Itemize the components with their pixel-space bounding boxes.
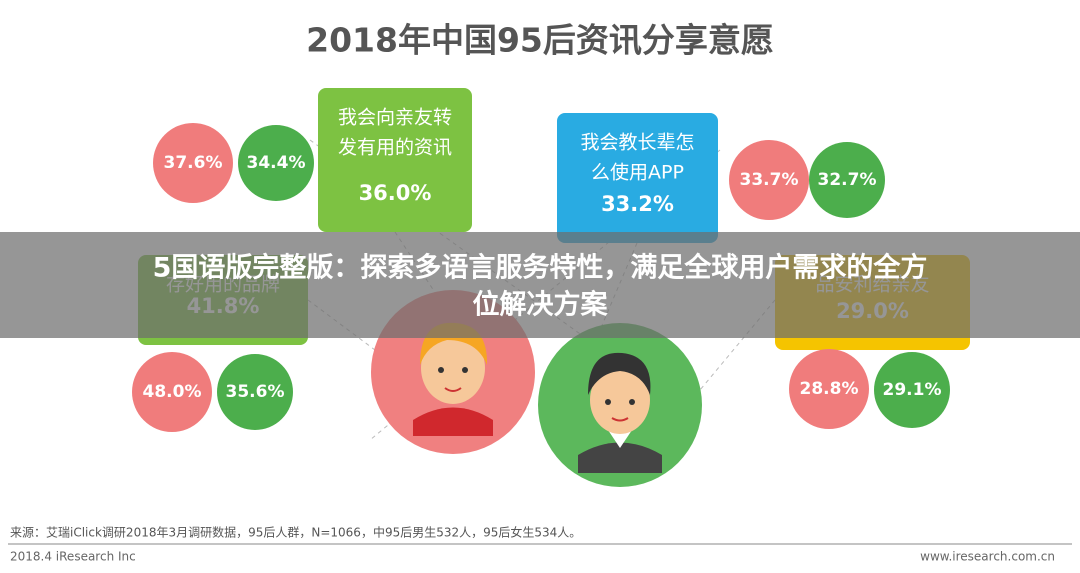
male-circle: [238, 125, 314, 201]
male-value: 29.1%: [883, 380, 942, 400]
option-label: 我会向亲友转: [338, 107, 452, 129]
option-value: 36.0%: [359, 181, 432, 205]
option-box: [318, 88, 472, 232]
option-label: 么使用APP: [591, 162, 684, 184]
option-box: [557, 113, 718, 243]
banner: [0, 232, 1080, 338]
male-circle: [217, 354, 293, 430]
source: 来源：艾瑞iClick调研2018年3月调研数据，95后人群，N=1066，中9…: [10, 525, 581, 540]
female-circle: [789, 349, 869, 429]
title: 2018年中国95后资讯分享意愿: [306, 21, 774, 60]
female-circle: [153, 123, 233, 203]
male-value: 32.7%: [818, 170, 877, 190]
male-circle: [809, 142, 885, 218]
female-value: 28.8%: [800, 379, 859, 399]
male-circle: [874, 352, 950, 428]
option-value: 33.2%: [601, 192, 674, 216]
footer-left: 2018.4 iResearch Inc: [10, 550, 136, 564]
female-circle: [132, 352, 212, 432]
footer-right: www.iresearch.com.cn: [920, 550, 1055, 564]
banner-text: 5国语版完整版：探索多语言服务特性，满足全球用户需求的全方: [153, 252, 928, 284]
option-label: 我会教长辈怎: [580, 132, 694, 154]
female-value: 33.7%: [740, 170, 799, 190]
male-value: 35.6%: [226, 382, 285, 402]
female-value: 48.0%: [143, 382, 202, 402]
female-value: 37.6%: [164, 153, 223, 173]
option-label: 发有用的资讯: [338, 137, 452, 159]
banner-text: 位解决方案: [473, 289, 609, 321]
female-circle: [729, 140, 809, 220]
male-figure: [538, 323, 702, 487]
male-value: 34.4%: [247, 153, 306, 173]
